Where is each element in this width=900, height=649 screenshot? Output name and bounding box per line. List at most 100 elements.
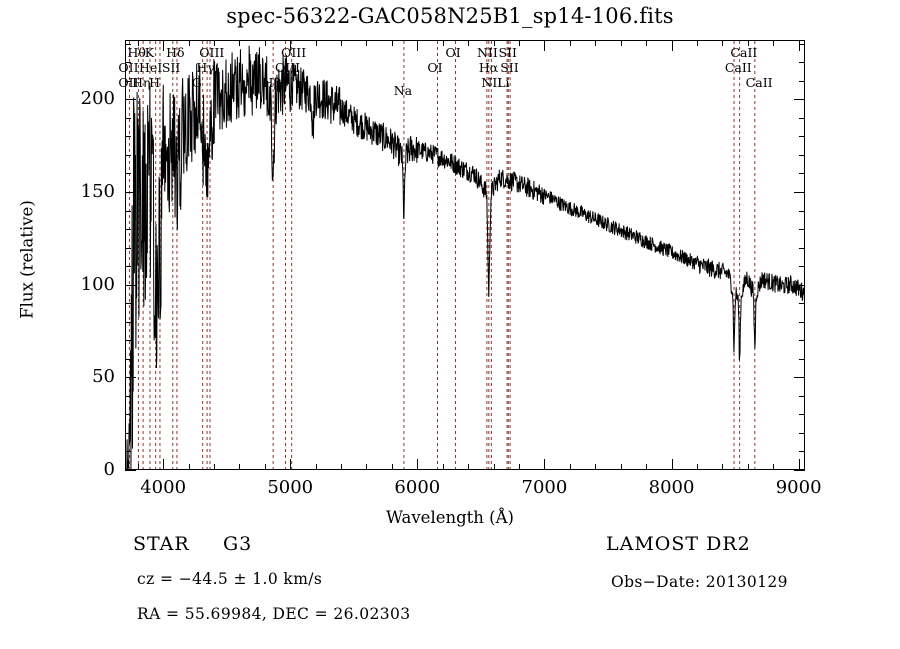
tick-mark: [468, 40, 469, 46]
tick-mark: [799, 229, 805, 230]
tick-mark: [125, 211, 131, 212]
tick-mark: [799, 414, 805, 415]
tick-mark: [799, 451, 805, 452]
tick-mark: [799, 396, 805, 397]
tick-mark: [138, 40, 139, 46]
tick-mark: [125, 192, 136, 193]
tick-mark: [697, 40, 698, 46]
spectral-line-label: OI: [445, 45, 461, 60]
spectral-line-label: CaII: [730, 45, 758, 60]
tick-mark: [163, 459, 164, 470]
y-tick-label: 150: [80, 180, 115, 202]
tick-mark: [239, 40, 240, 46]
plot-inner: [126, 41, 804, 469]
tick-mark: [239, 464, 240, 470]
tick-mark: [417, 40, 418, 51]
tick-mark: [799, 459, 800, 470]
tick-mark: [138, 464, 139, 470]
tick-mark: [544, 40, 545, 51]
tick-mark: [417, 459, 418, 470]
x-tick-label: 8000: [648, 477, 695, 498]
tick-mark: [799, 118, 805, 119]
spectral-line-label: Na: [393, 83, 413, 98]
tick-mark: [125, 359, 131, 360]
tick-mark: [443, 40, 444, 46]
tick-mark: [748, 40, 749, 46]
tick-mark: [799, 266, 805, 267]
page-title: spec-56322-GAC058N25B1_sp14-106.fits: [226, 4, 674, 28]
tick-mark: [799, 303, 805, 304]
spectral-line-label: K: [144, 45, 155, 60]
tick-mark: [799, 40, 800, 51]
tick-mark: [646, 464, 647, 470]
tick-mark: [799, 248, 805, 249]
tick-mark: [392, 40, 393, 46]
tick-mark: [570, 464, 571, 470]
y-tick-label: 0: [103, 459, 115, 480]
x-tick-label: 6000: [394, 477, 441, 498]
tick-mark: [722, 464, 723, 470]
tick-mark: [799, 340, 805, 341]
object-type: STAR: [133, 533, 190, 555]
tick-mark: [799, 62, 805, 63]
spectral-line-label: NII: [476, 45, 498, 60]
spectral-line-label: H: [149, 75, 160, 90]
tick-mark: [189, 464, 190, 470]
tick-mark: [125, 433, 131, 434]
coordinates: RA = 55.69984, DEC = 26.02303: [137, 605, 411, 623]
x-tick-label: 7000: [521, 477, 568, 498]
spectral-line-label: OI: [427, 60, 443, 75]
obs-date: Obs−Date: 20130129: [611, 573, 788, 591]
tick-mark: [341, 40, 342, 46]
spectral-line-label: Hδ: [166, 45, 185, 60]
tick-mark: [125, 340, 131, 341]
tick-mark: [799, 136, 805, 137]
tick-mark: [265, 40, 266, 46]
spectral-line-label: SII: [161, 60, 181, 75]
tick-mark: [799, 173, 805, 174]
tick-mark: [265, 464, 266, 470]
y-axis-title: Flux (relative): [17, 200, 37, 319]
tick-mark: [125, 44, 131, 45]
spectral-line-label: SII: [500, 60, 519, 75]
tick-mark: [125, 451, 131, 452]
tick-mark: [773, 464, 774, 470]
spectral-line-label: Hα: [478, 60, 499, 75]
tick-mark: [595, 464, 596, 470]
x-axis-title: Wavelength (Å): [386, 508, 514, 527]
tick-mark: [494, 464, 495, 470]
x-tick-label: 5000: [267, 477, 314, 498]
tick-mark: [366, 464, 367, 470]
tick-mark: [163, 40, 164, 51]
spectral-line-label: OIII: [281, 45, 307, 60]
tick-mark: [794, 99, 805, 100]
tick-mark: [290, 40, 291, 51]
spectral-line-label: G: [191, 75, 202, 90]
tick-mark: [316, 40, 317, 46]
tick-mark: [794, 470, 805, 471]
tick-mark: [672, 40, 673, 51]
spectral-line-label: Hη: [132, 75, 151, 90]
tick-mark: [621, 40, 622, 46]
tick-mark: [799, 433, 805, 434]
tick-mark: [794, 377, 805, 378]
tick-mark: [544, 459, 545, 470]
tick-mark: [672, 459, 673, 470]
tick-mark: [443, 464, 444, 470]
spectrum-curve: [126, 41, 804, 469]
tick-mark: [125, 81, 131, 82]
tick-mark: [125, 285, 136, 286]
tick-mark: [799, 44, 805, 45]
tick-mark: [125, 173, 131, 174]
x-tick-label: 4000: [140, 477, 187, 498]
tick-mark: [799, 359, 805, 360]
spectral-line-label: SII: [498, 45, 517, 60]
tick-mark: [799, 211, 805, 212]
y-tick-label: 100: [80, 273, 115, 295]
tick-mark: [519, 40, 520, 46]
tick-mark: [697, 464, 698, 470]
tick-mark: [125, 118, 131, 119]
survey-name: LAMOST DR2: [606, 533, 751, 555]
tick-mark: [392, 464, 393, 470]
tick-mark: [125, 414, 131, 415]
